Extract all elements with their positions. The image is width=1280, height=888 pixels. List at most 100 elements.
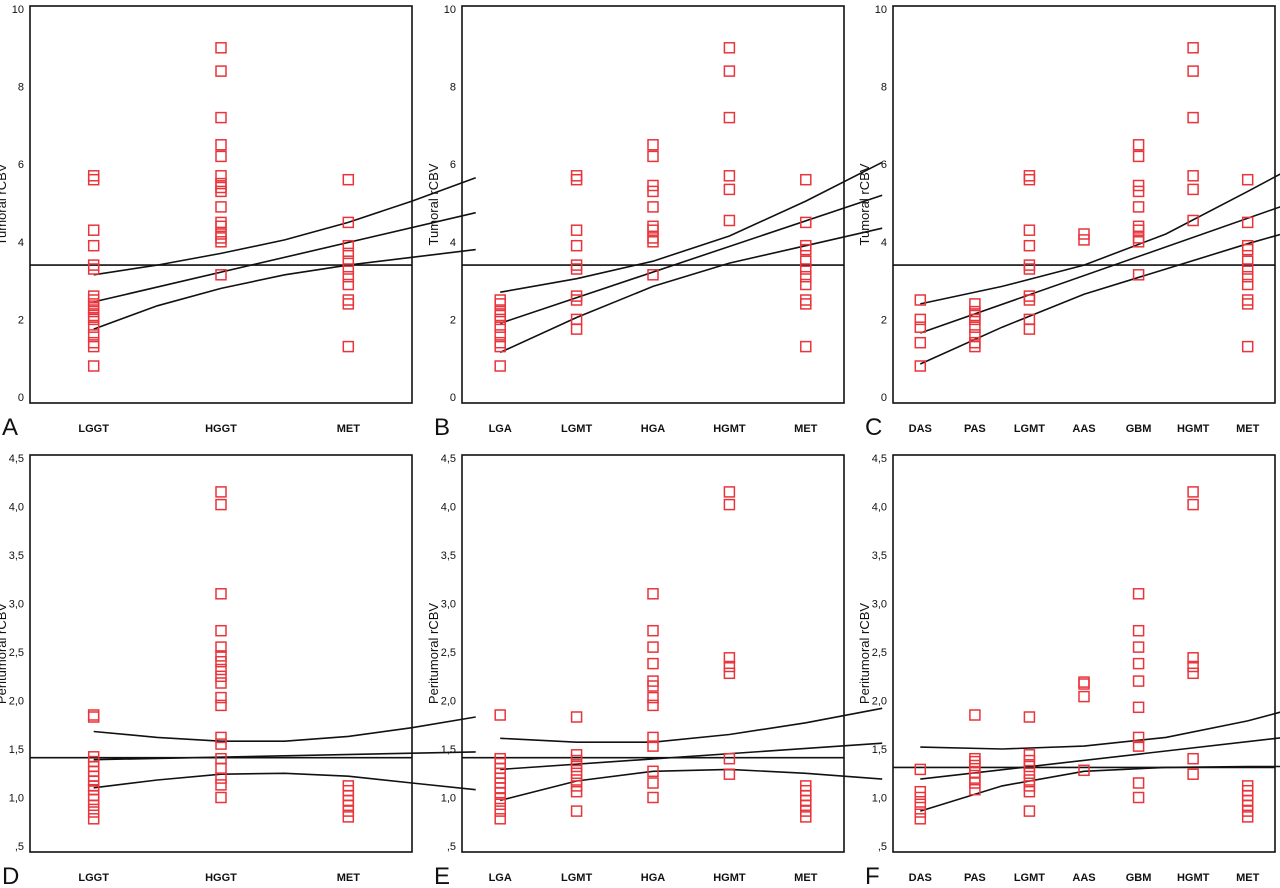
x-category-label: LGMT bbox=[561, 423, 592, 435]
data-point bbox=[570, 323, 583, 335]
data-point bbox=[215, 731, 227, 744]
regression-line bbox=[499, 194, 883, 325]
data-point bbox=[494, 336, 506, 349]
data-point bbox=[1023, 323, 1036, 335]
ci-upper-line bbox=[920, 711, 1280, 750]
data-point bbox=[570, 774, 583, 786]
data-point bbox=[1241, 255, 1254, 267]
regression-line bbox=[920, 206, 1280, 334]
panel-letter: D bbox=[2, 863, 19, 888]
data-point bbox=[1241, 239, 1254, 252]
data-point bbox=[1187, 652, 1199, 664]
data-point bbox=[1078, 234, 1090, 246]
ci-lower-line bbox=[499, 227, 883, 354]
data-point bbox=[914, 360, 927, 372]
regression-line bbox=[93, 751, 476, 761]
x-category-label: MET bbox=[1236, 872, 1260, 884]
data-point bbox=[215, 738, 227, 750]
data-point bbox=[914, 785, 927, 798]
y-tick-label: 0 bbox=[881, 392, 887, 404]
data-point bbox=[215, 42, 227, 54]
data-point bbox=[1023, 774, 1036, 786]
data-point bbox=[1023, 760, 1036, 773]
data-point bbox=[647, 699, 659, 712]
data-point bbox=[1023, 290, 1036, 302]
data-point bbox=[1078, 764, 1090, 777]
data-point bbox=[1132, 139, 1145, 151]
x-category-label: GBM bbox=[1126, 872, 1152, 884]
data-point bbox=[723, 667, 736, 680]
data-point bbox=[570, 290, 583, 302]
data-point bbox=[87, 329, 100, 341]
data-point bbox=[723, 65, 736, 77]
data-point bbox=[342, 239, 355, 252]
data-point bbox=[215, 663, 227, 676]
data-point bbox=[87, 789, 100, 802]
x-category-label: HGMT bbox=[713, 423, 746, 435]
data-point bbox=[570, 754, 583, 767]
data-point bbox=[570, 785, 583, 798]
data-point bbox=[1187, 660, 1199, 673]
data-point bbox=[342, 255, 355, 267]
data-point bbox=[494, 294, 506, 306]
y-tick-label: 2,0 bbox=[441, 696, 456, 708]
data-point bbox=[1132, 675, 1145, 687]
data-point bbox=[494, 305, 506, 318]
data-point bbox=[1023, 780, 1036, 792]
data-point bbox=[800, 294, 812, 306]
data-point bbox=[647, 139, 659, 151]
y-tick-label: 6 bbox=[18, 159, 24, 171]
ci-upper-line bbox=[93, 716, 476, 743]
data-point bbox=[1241, 270, 1254, 283]
panel-letter: A bbox=[2, 414, 18, 441]
data-point bbox=[1241, 294, 1254, 306]
data-point bbox=[342, 805, 355, 817]
data-point bbox=[800, 270, 812, 283]
x-category-label: LGGT bbox=[78, 872, 109, 884]
data-point bbox=[800, 811, 812, 823]
data-point bbox=[1187, 170, 1199, 182]
y-tick-label: 4 bbox=[450, 237, 456, 249]
y-tick-label: 3,5 bbox=[872, 550, 887, 562]
data-point bbox=[1023, 170, 1036, 182]
data-point bbox=[1132, 179, 1145, 192]
data-point bbox=[494, 321, 506, 333]
data-point bbox=[1132, 220, 1145, 233]
data-point bbox=[215, 150, 227, 163]
y-axis-label: Tumoral rCBV bbox=[426, 163, 441, 245]
data-point bbox=[570, 239, 583, 252]
y-tick-label: 1,0 bbox=[441, 793, 456, 805]
panel-c: 0 2 4 6 8 10 Tumoral rCBV DAS PAS LGMT AAS GBM HGMT M… bbox=[857, 4, 1280, 441]
y-tick-label: 1,0 bbox=[9, 793, 24, 805]
data-point bbox=[87, 340, 100, 353]
data-point bbox=[1187, 214, 1199, 227]
data-point bbox=[494, 792, 506, 805]
y-tick-label: 0 bbox=[450, 392, 456, 404]
data-point bbox=[87, 309, 100, 322]
data-point bbox=[342, 294, 355, 306]
y-tick-label: 3,0 bbox=[872, 599, 887, 611]
data-point bbox=[1132, 701, 1145, 714]
y-axis-label: Tumoral rCBV bbox=[857, 163, 872, 245]
data-point bbox=[494, 360, 506, 372]
y-tick-label: 4,5 bbox=[441, 453, 456, 465]
panel-b: 0 2 4 6 8 10 Tumoral rCBV LGA LGMT HGA HGMT MET B bbox=[426, 4, 883, 441]
data-point bbox=[1078, 690, 1090, 703]
x-category-label: MET bbox=[794, 423, 818, 435]
data-point bbox=[914, 798, 927, 811]
data-point bbox=[647, 765, 659, 778]
data-point bbox=[914, 806, 927, 818]
plot-frame bbox=[461, 5, 845, 404]
data-point bbox=[723, 214, 736, 227]
panel-letter: B bbox=[434, 414, 450, 441]
data-point bbox=[969, 298, 981, 310]
data-point bbox=[1132, 150, 1145, 163]
y-tick-label: ,5 bbox=[878, 841, 887, 853]
y-tick-label: 1,5 bbox=[872, 744, 887, 756]
panel-d: ,5 1,0 1,5 2,0 2,5 3,0 3,5 4,0 4,5 Peritumoral rC… bbox=[0, 453, 476, 888]
data-point bbox=[969, 709, 981, 721]
data-point bbox=[723, 652, 736, 664]
data-point bbox=[1241, 811, 1254, 823]
data-point bbox=[1023, 224, 1036, 236]
data-point bbox=[647, 232, 659, 244]
